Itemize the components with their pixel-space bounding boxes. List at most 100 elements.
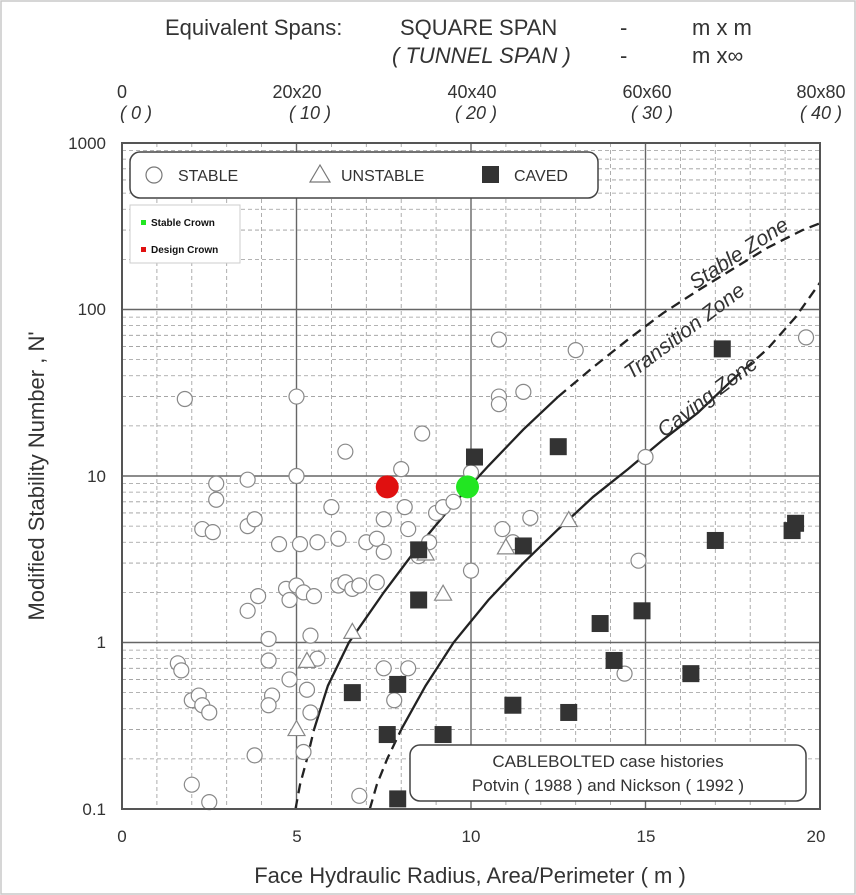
top-tick-tunnel: ( 0 ) — [120, 103, 152, 123]
top-tick-tunnel: ( 40 ) — [800, 103, 842, 123]
zone-boundary-segment — [294, 729, 316, 810]
legend-unstable-marker — [308, 163, 332, 183]
y-tick-label: 1000 — [68, 134, 106, 153]
note-box — [409, 744, 807, 802]
stable-point — [239, 471, 256, 488]
stable-point — [368, 530, 385, 547]
caved-point — [560, 703, 578, 721]
title-separator-2: - — [620, 43, 627, 68]
caved-point — [343, 684, 361, 702]
stable-point — [393, 461, 410, 478]
title-square-span: SQUARE SPAN — [400, 15, 557, 40]
caved-point — [605, 651, 623, 669]
caved-point — [378, 726, 396, 744]
legend-stable-label: STABLE — [178, 168, 238, 185]
stable-point — [375, 511, 392, 528]
top-tick-square: 60x60 — [622, 82, 671, 102]
stable-crown-point — [456, 475, 480, 499]
stable-point — [305, 587, 323, 605]
stable-point — [281, 671, 298, 688]
top-tick-tunnel: ( 10 ) — [289, 103, 331, 123]
caved-point — [410, 591, 428, 609]
unstable-point — [559, 510, 579, 528]
x-tick-label: 10 — [462, 827, 481, 846]
stable-point — [295, 743, 312, 761]
zone-boundary-segment — [732, 281, 821, 381]
y-tick-label: 100 — [78, 300, 106, 319]
caved-point — [591, 615, 609, 633]
stable-point — [494, 520, 511, 538]
title-tunnel-span: ( TUNNEL SPAN ) — [392, 43, 571, 68]
top-tick-tunnel: ( 30 ) — [631, 103, 673, 123]
caved-point — [787, 514, 805, 532]
x-tick-label: 0 — [117, 827, 126, 846]
stable-point — [414, 425, 431, 442]
x-tick-label: 5 — [292, 827, 301, 846]
stable-point — [260, 697, 277, 714]
legend: STABLE UNSTABLE CAVED Stable Crown Desig… — [129, 151, 599, 264]
x-axis-label: Face Hydraulic Radius, Area/Perimeter ( … — [254, 863, 686, 888]
title-separator-1: - — [620, 15, 627, 40]
caved-point — [465, 448, 483, 466]
stable-point — [375, 660, 392, 677]
stable-point — [201, 794, 218, 811]
data-points — [169, 329, 815, 811]
legend-design-crown-marker — [141, 247, 146, 252]
legend-caved-label: CAVED — [514, 168, 568, 185]
case-history-note: CABLEBOLTED case histories Potvin ( 1988… — [409, 744, 807, 802]
stable-point — [239, 602, 256, 619]
title-prefix: Equivalent Spans: — [165, 15, 342, 40]
top-tick-square: 40x40 — [447, 82, 496, 102]
y-tick-label: 0.1 — [82, 800, 106, 819]
x-tick-label: 15 — [637, 827, 656, 846]
stable-point — [309, 534, 326, 551]
top-tick-tunnel: ( 20 ) — [455, 103, 497, 123]
caved-point — [410, 541, 428, 559]
legend-caved-marker — [482, 166, 499, 183]
stable-point — [630, 552, 647, 569]
top-axis-ticks: 0 ( 0 ) 20x20 ( 10 ) 40x40 ( 20 ) 60x60 … — [117, 82, 846, 123]
caved-point — [549, 438, 567, 456]
x-axis-ticks: 0 5 10 15 20 — [117, 827, 825, 846]
stable-point — [288, 467, 305, 485]
unstable-point — [433, 583, 453, 601]
stable-point — [330, 530, 347, 547]
stable-point — [490, 331, 508, 348]
stable-point — [375, 543, 392, 561]
stable-point — [250, 587, 267, 605]
stable-point — [637, 448, 654, 466]
caved-point — [713, 340, 731, 358]
stable-point — [173, 662, 190, 679]
stable-point — [337, 443, 354, 460]
stable-point — [204, 524, 221, 541]
zone-boundary-segment — [368, 729, 403, 810]
stable-point — [797, 329, 815, 346]
stable-point — [462, 562, 480, 579]
stable-point — [616, 665, 633, 682]
legend-design-crown-label: Design Crown — [151, 245, 218, 256]
stable-point — [260, 630, 277, 648]
top-tick-square: 80x80 — [796, 82, 845, 102]
stable-point — [323, 499, 340, 516]
caved-point — [633, 602, 651, 620]
caved-point — [682, 665, 700, 683]
unstable-point — [286, 719, 307, 737]
zone-boundary-segment — [400, 378, 734, 731]
stable-point — [208, 475, 225, 492]
top-tick-square: 20x20 — [272, 82, 321, 102]
legend-stable-crown-label: Stable Crown — [151, 218, 215, 229]
y-axis-ticks: 0.1 1 10 100 1000 — [68, 134, 106, 819]
stable-point — [281, 591, 298, 609]
stable-point — [522, 509, 539, 527]
unstable-point — [297, 651, 317, 668]
stable-point — [201, 704, 218, 721]
stable-point — [396, 499, 413, 516]
stable-point — [183, 776, 200, 793]
stable-point — [246, 747, 263, 764]
legend-stable-marker — [145, 166, 163, 184]
stable-point — [246, 511, 263, 528]
caved-point — [706, 531, 724, 549]
design-crown-point — [375, 475, 399, 499]
stable-point — [368, 574, 385, 591]
